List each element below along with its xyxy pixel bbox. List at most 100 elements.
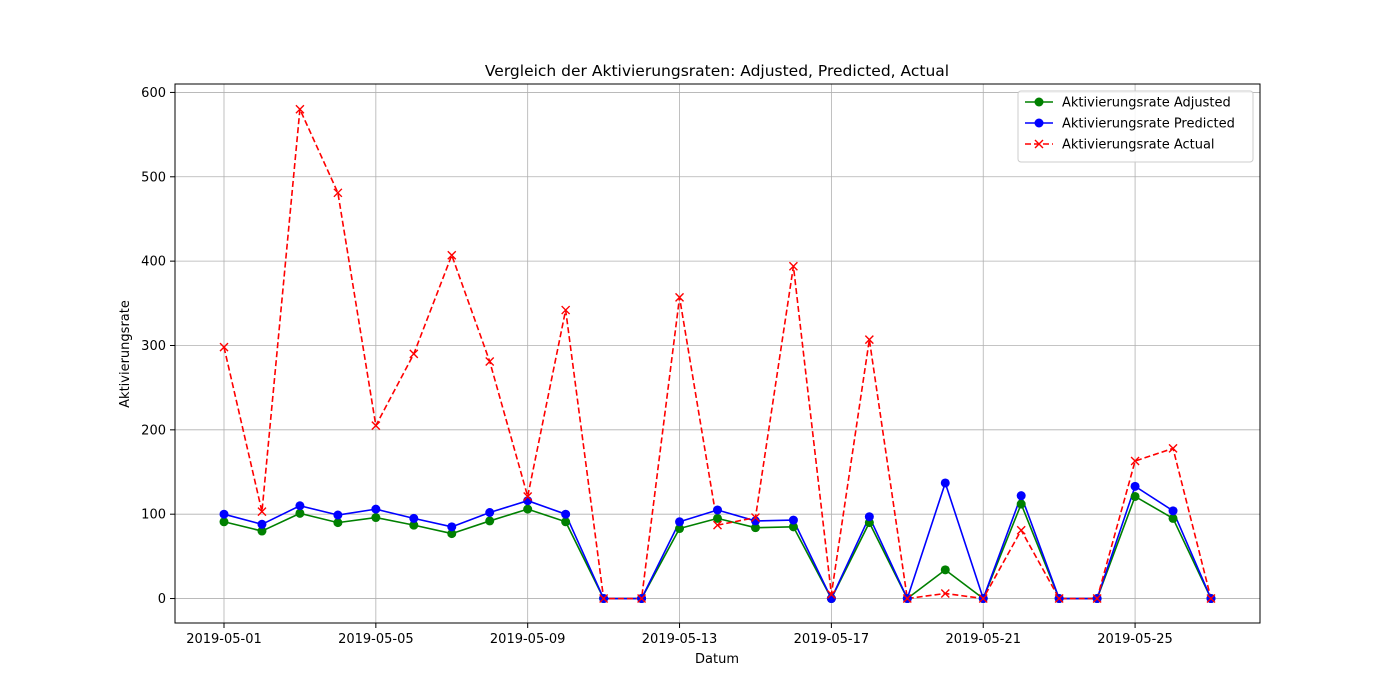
data-point (485, 516, 495, 526)
x-marker-stroke (219, 342, 229, 352)
data-point (978, 594, 988, 604)
x-marker-stroke (826, 589, 836, 599)
y-tick-label: 0 (158, 592, 166, 607)
x-tick-label: 2019-05-01 (186, 632, 262, 647)
data-point (675, 524, 685, 534)
y-tick-label: 600 (141, 86, 166, 101)
legend-marker (1034, 118, 1044, 128)
y-tick-label: 400 (141, 255, 166, 270)
data-point (1168, 513, 1178, 523)
data-point (940, 588, 950, 598)
legend-label: Aktivierungsrate Predicted (1062, 117, 1235, 132)
y-tick-label: 200 (141, 423, 166, 438)
legend: Aktivierungsrate Adjusted Aktivierungsrat… (1017, 90, 1254, 163)
x-marker-stroke (750, 513, 760, 523)
y-axis: 0 100 200 300 400 500 600 (141, 86, 175, 607)
data-point (409, 520, 419, 530)
data-point (940, 478, 950, 488)
data-point (561, 305, 571, 315)
y-axis-label: Aktivierungsrate (118, 300, 133, 408)
x-marker-stroke (1016, 525, 1026, 535)
data-point (675, 292, 685, 302)
x-marker-stroke (409, 349, 419, 359)
data-point (637, 594, 647, 604)
data-point (371, 421, 381, 431)
x-marker-stroke (447, 250, 457, 260)
data-point (561, 517, 571, 527)
data-point (1206, 594, 1216, 604)
data-point (485, 508, 495, 518)
data-point (713, 505, 722, 515)
x-marker-stroke (371, 421, 381, 431)
legend-box (1017, 90, 1254, 163)
x-tick-label: 2019-05-05 (338, 632, 414, 647)
data-point (257, 507, 267, 517)
data-point (371, 504, 381, 514)
data-point (447, 529, 457, 539)
x-marker-stroke (1054, 594, 1064, 604)
x-marker-stroke (561, 305, 571, 315)
data-point (1054, 594, 1064, 604)
x-tick-label: 2019-05-17 (794, 632, 870, 647)
data-point (523, 504, 533, 514)
x-marker-stroke (1034, 139, 1044, 149)
x-marker-stroke (713, 520, 722, 530)
data-point (1168, 443, 1178, 453)
data-point (826, 594, 836, 604)
x-marker-stroke (902, 594, 912, 604)
y-tick-label: 500 (141, 170, 166, 185)
x-marker-stroke (599, 594, 609, 604)
x-marker-stroke (978, 594, 988, 604)
data-point (902, 594, 912, 604)
data-point (333, 510, 343, 520)
data-point (864, 512, 874, 522)
data-point (1130, 491, 1140, 501)
data-point (864, 335, 874, 345)
data-point (713, 513, 722, 523)
data-point (409, 349, 419, 359)
x-marker-stroke (788, 261, 798, 271)
x-marker-stroke (1092, 594, 1102, 604)
legend-label: Aktivierungsrate Adjusted (1062, 96, 1231, 111)
data-point (788, 522, 798, 532)
data-point (788, 261, 798, 271)
x-marker-stroke (1206, 594, 1216, 604)
data-point (788, 515, 798, 525)
legend-marker (1034, 97, 1044, 107)
data-point (295, 104, 305, 114)
legend-marker (1034, 139, 1044, 149)
data-point (561, 509, 571, 519)
data-point (523, 491, 533, 501)
data-point (1016, 525, 1026, 535)
x-marker-stroke (333, 188, 343, 198)
data-point (295, 501, 305, 511)
x-marker-stroke (295, 104, 305, 114)
data-point (750, 523, 760, 533)
data-point (675, 517, 685, 527)
data-point (826, 589, 836, 599)
data-point (219, 517, 229, 527)
data-point (1130, 456, 1140, 466)
data-point (295, 508, 305, 518)
legend-item: Aktivierungsrate Adjusted (1025, 96, 1231, 111)
data-point (1130, 481, 1140, 491)
x-marker-stroke (637, 594, 647, 604)
legend-label: Aktivierungsrate Actual (1062, 138, 1215, 153)
legend-item: Aktivierungsrate Predicted (1025, 117, 1235, 132)
x-marker-stroke (485, 357, 495, 367)
x-tick-label: 2019-05-21 (945, 632, 1021, 647)
data-point (1016, 499, 1026, 509)
data-point (409, 513, 419, 523)
x-marker-stroke (864, 335, 874, 345)
x-axis-label: Datum (695, 652, 739, 667)
data-point (447, 250, 457, 260)
x-marker-stroke (257, 507, 267, 517)
data-point (940, 565, 950, 575)
x-marker-stroke (940, 588, 950, 598)
y-tick-label: 100 (141, 508, 166, 523)
data-point (599, 594, 609, 604)
x-marker-stroke (1168, 443, 1178, 453)
data-point (1168, 506, 1178, 516)
data-point (257, 519, 267, 529)
